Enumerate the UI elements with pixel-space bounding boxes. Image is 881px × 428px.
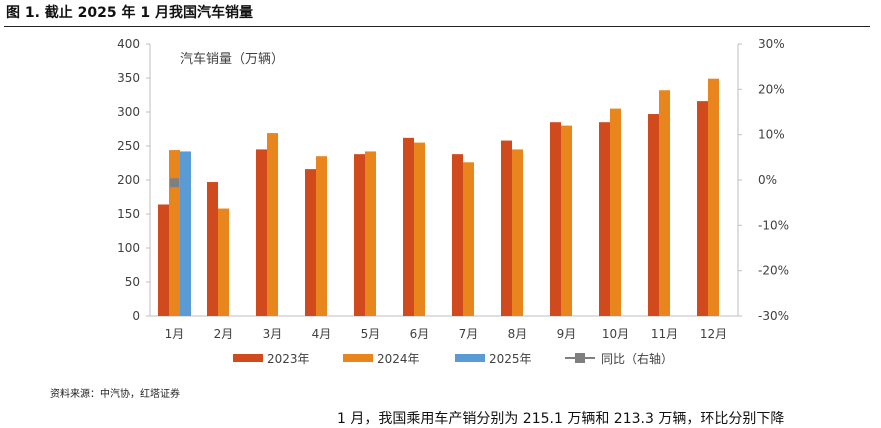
bar — [501, 140, 512, 316]
legend-label: 同比（右轴） — [601, 351, 673, 366]
bar — [561, 125, 572, 316]
y2-tick-label: -20% — [758, 264, 789, 278]
y2-tick-label: -30% — [758, 309, 789, 323]
y-tick-label: 250 — [117, 139, 140, 153]
bar — [463, 162, 474, 316]
bar — [169, 150, 180, 316]
bar — [599, 122, 610, 316]
x-tick-label: 5月 — [361, 327, 381, 341]
y-tick-label: 0 — [132, 309, 140, 323]
bar — [697, 101, 708, 317]
chart-title: 汽车销量（万辆） — [180, 51, 284, 67]
y-tick-label: 150 — [117, 207, 140, 221]
x-tick-label: 12月 — [700, 327, 727, 341]
legend-marker — [575, 353, 585, 363]
source-note: 资料来源：中汽协，红塔证券 — [50, 389, 180, 400]
x-tick-label: 9月 — [557, 327, 577, 341]
y-tick-label: 400 — [117, 37, 140, 51]
bar — [403, 137, 414, 316]
x-tick-label: 1月 — [165, 327, 185, 341]
bar — [207, 182, 218, 316]
legend-label: 2024年 — [377, 352, 420, 366]
bar — [305, 169, 316, 316]
legend-swatch — [343, 354, 373, 362]
x-tick-label: 10月 — [602, 327, 629, 341]
bar-chart: 汽车销量（万辆） 0 50 100 150 200 250 300 350 400 -30% -20… — [117, 37, 789, 366]
bar — [365, 151, 376, 316]
y-tick-label: 300 — [117, 105, 140, 119]
yoy-point — [170, 178, 179, 188]
bar — [256, 149, 267, 316]
y-tick-label: 50 — [125, 275, 140, 289]
bar — [648, 114, 659, 316]
y2-tick-label: -10% — [758, 218, 789, 232]
x-tick-label: 11月 — [651, 327, 678, 341]
y2-tick-label: 10% — [758, 128, 785, 142]
bar — [354, 154, 365, 316]
bar — [218, 208, 229, 316]
y2-tick-label: 20% — [758, 82, 785, 96]
bar — [158, 204, 169, 316]
body-text: 1 月，我国乘用车产销分别为 215.1 万辆和 213.3 万辆，环比分别下降 — [337, 411, 785, 427]
y-tick-label: 200 — [117, 173, 140, 187]
x-tick-label: 7月 — [459, 327, 479, 341]
y-tick-label: 350 — [117, 71, 140, 85]
title-divider — [4, 26, 870, 27]
y2-tick-label: 30% — [758, 37, 785, 51]
bar — [708, 78, 719, 317]
bar — [550, 122, 561, 316]
legend-label: 2025年 — [489, 352, 532, 366]
y2-tick-label: 0% — [758, 173, 777, 187]
legend-label: 2023年 — [267, 352, 310, 366]
y-tick-label: 100 — [117, 241, 140, 255]
x-tick-label: 4月 — [312, 327, 332, 341]
bar — [659, 90, 670, 317]
bar — [452, 154, 463, 316]
x-tick-label: 6月 — [410, 327, 430, 341]
x-tick-label: 2月 — [214, 327, 234, 341]
bar — [414, 142, 425, 316]
bar — [316, 156, 327, 316]
legend-swatch — [233, 354, 263, 362]
x-tick-label: 3月 — [263, 327, 283, 341]
x-tick-label: 8月 — [508, 327, 528, 341]
bar — [267, 133, 278, 316]
figure-title: 图 1. 截止 2025 年 1 月我国汽车销量 — [6, 5, 254, 21]
legend-swatch — [455, 354, 485, 362]
bar — [610, 108, 621, 316]
bar — [180, 151, 191, 316]
bar — [512, 149, 523, 316]
